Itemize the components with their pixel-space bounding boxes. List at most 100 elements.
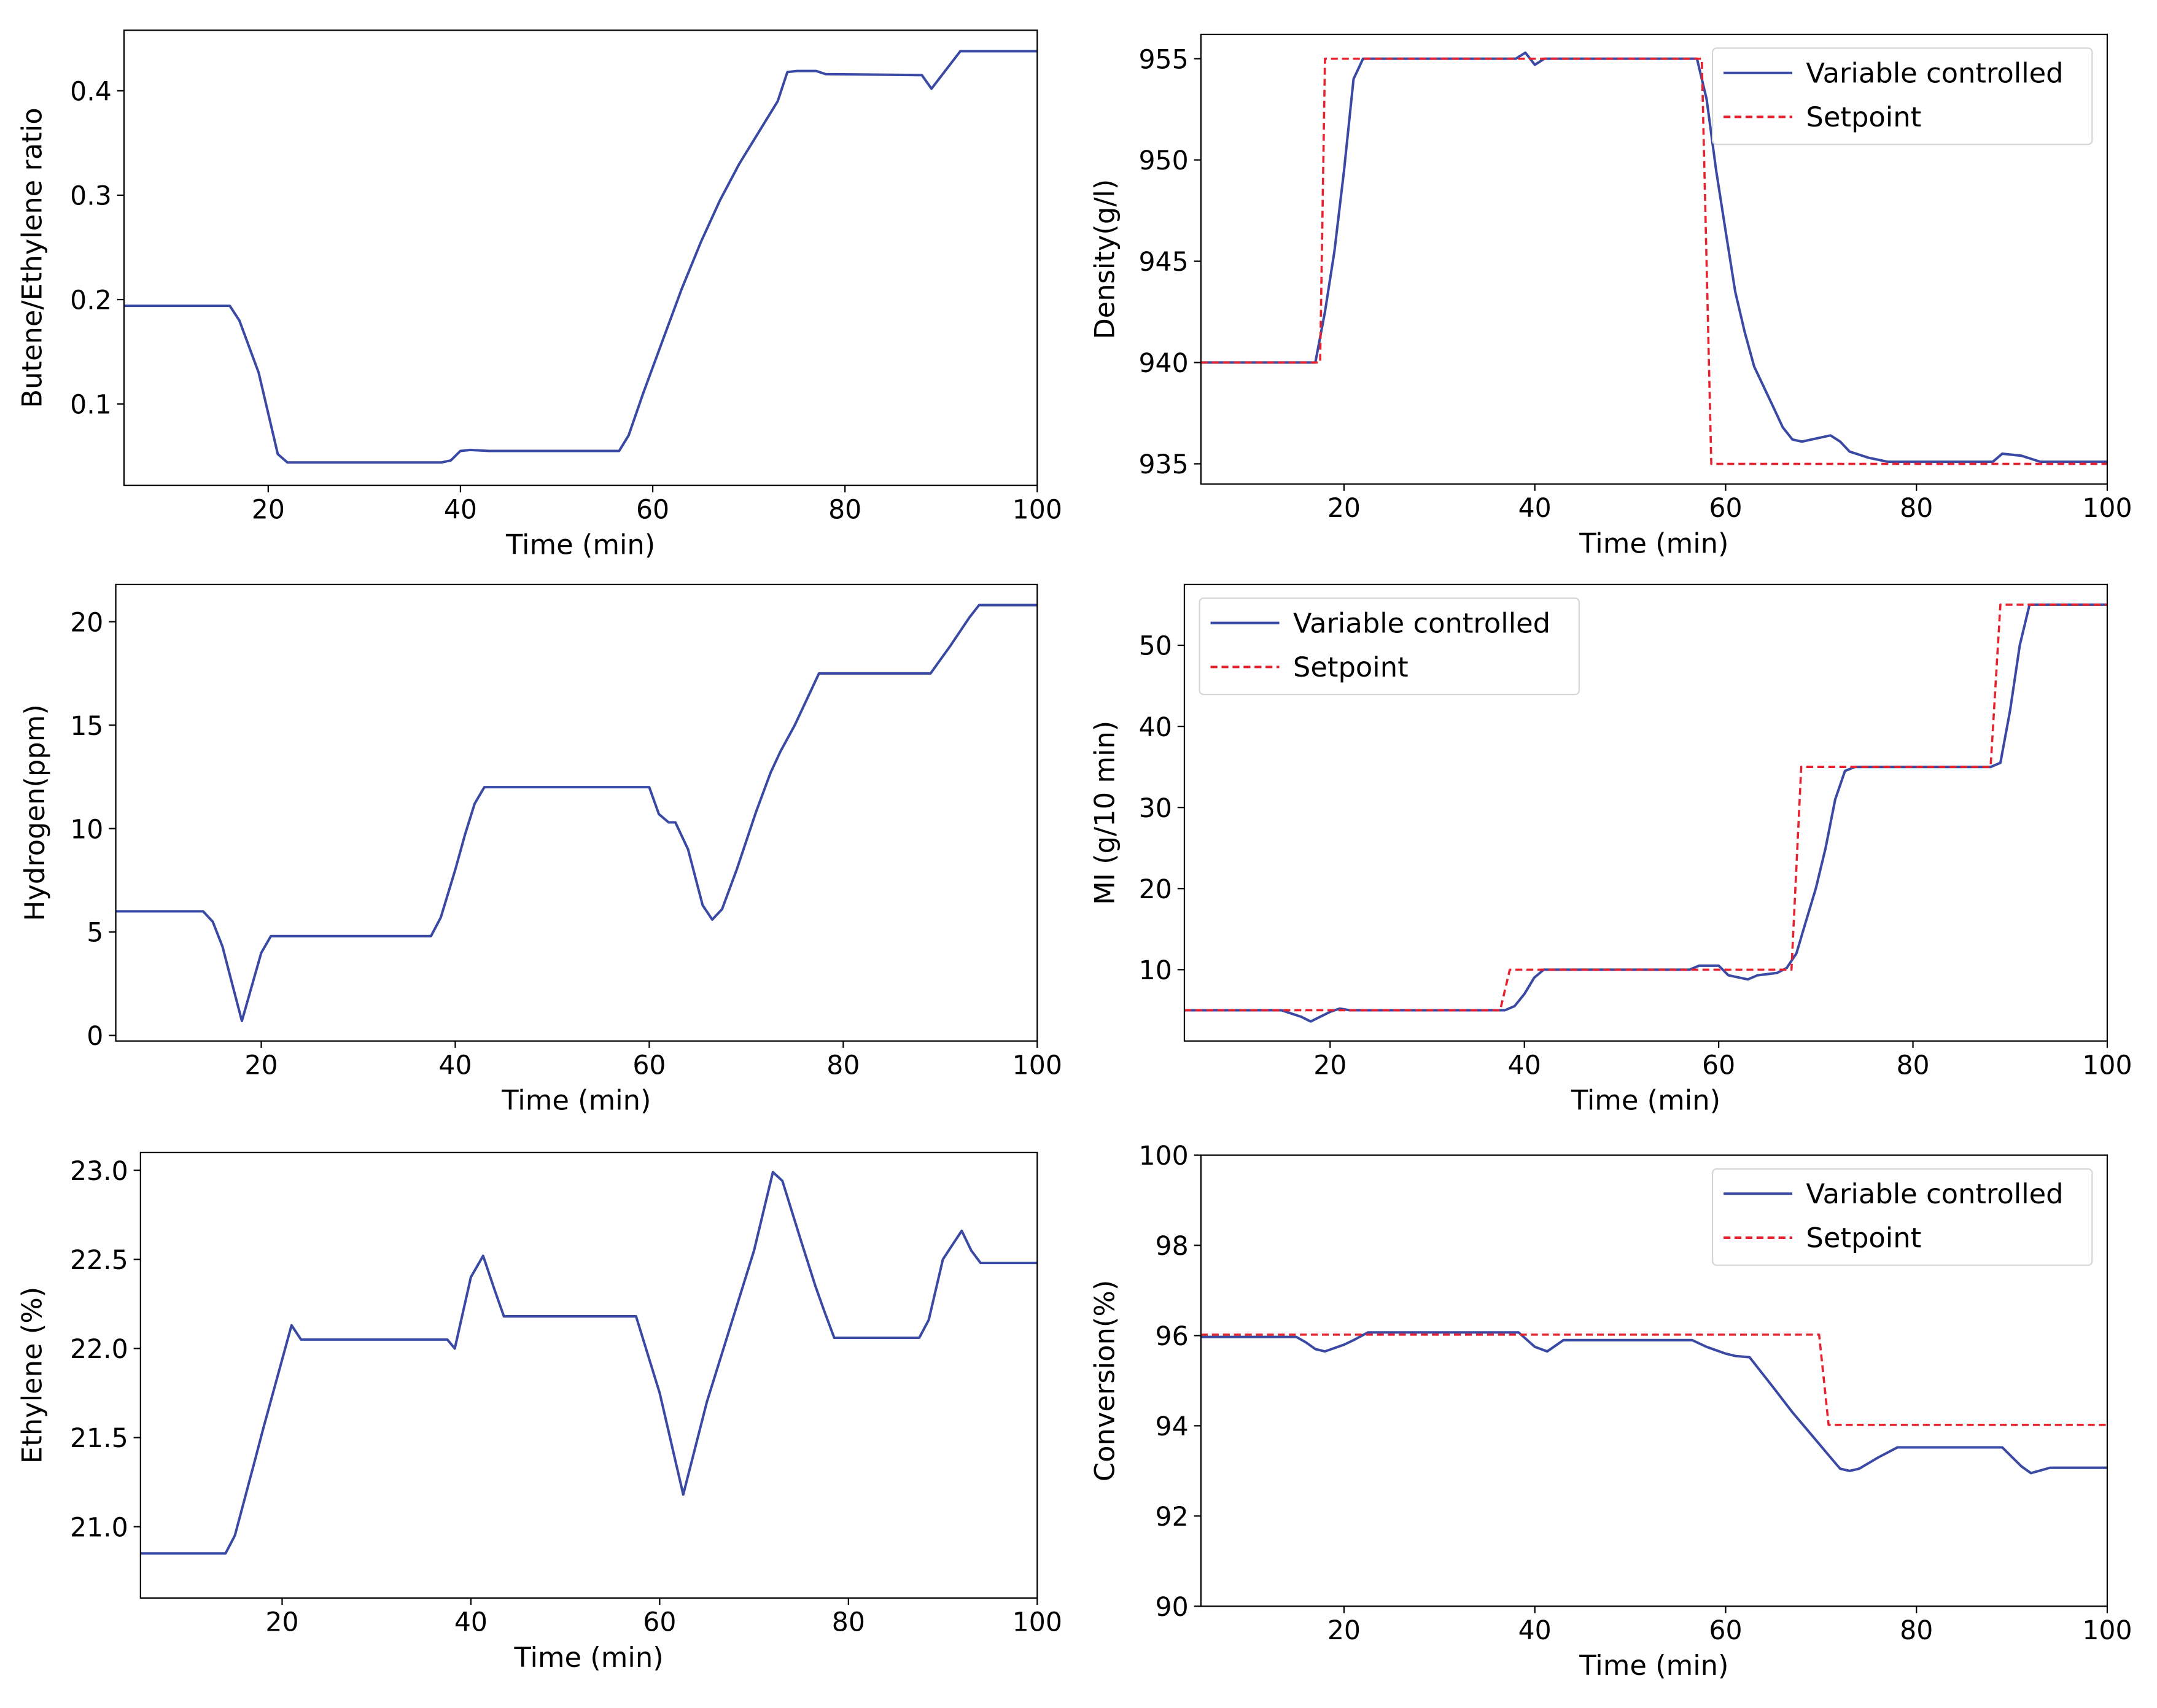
x-tick-label: 20 [252, 495, 285, 525]
x-tick-label: 60 [632, 1050, 666, 1081]
x-tick-label: 80 [1900, 1616, 1933, 1646]
variable-line [115, 604, 1038, 1022]
y-tick-label: 21.5 [70, 1424, 128, 1454]
y-tick-label: 20 [70, 608, 103, 638]
x-tick-label: 40 [1518, 1616, 1552, 1646]
y-tick-label: 955 [1138, 45, 1188, 75]
y-tick-label: 5 [87, 918, 103, 949]
y-tick-label: 950 [1138, 146, 1188, 176]
x-tick-label: 20 [1327, 494, 1361, 524]
setpoint-line [1184, 604, 2107, 1012]
y-tick-label: 21.0 [70, 1513, 128, 1543]
variable-line [140, 1171, 1038, 1555]
x-tick-label: 80 [828, 495, 861, 525]
x-tick-label: 40 [454, 1608, 488, 1638]
x-tick-label: 60 [1702, 1050, 1735, 1081]
y-tick-label: 15 [70, 712, 103, 742]
y-tick-label: 92 [1156, 1502, 1189, 1532]
chart-panel-1: 20 40 60 80 100 0.1 0.2 0.3 0.4 Time (min) Butene/… [16, 29, 1062, 561]
chart-panel-6: 20 40 60 80 100 90 92 94 96 98 100 Time (min) Conver… [1089, 1141, 2132, 1682]
legend-label: Variable controlled [1806, 56, 2063, 89]
variable-line [1200, 1331, 2107, 1475]
x-tick-label: 100 [2082, 1050, 2132, 1081]
legend-label: Variable controlled [1806, 1178, 2063, 1210]
axes-frame [1183, 583, 2108, 1042]
axes-frame [115, 583, 1038, 1042]
y-tick-label: 96 [1156, 1322, 1189, 1352]
y-axis-label: MI (g/10 min) [1089, 721, 1121, 905]
legend-label: Setpoint [1806, 101, 1921, 133]
y-tick-label: 10 [1139, 956, 1172, 986]
setpoint-line [1200, 57, 2107, 465]
variable-line [1200, 51, 2107, 464]
y-tick-label: 10 [70, 815, 103, 845]
x-axis-label: Time (min) [1571, 1084, 1720, 1117]
y-tick-label: 94 [1156, 1412, 1189, 1442]
legend: Variable controlled Setpoint [1199, 597, 1580, 696]
x-tick-label: 40 [438, 1050, 472, 1081]
y-axis-label: Ethylene (%) [16, 1287, 49, 1464]
y-tick-label: 30 [1139, 794, 1172, 824]
variable-line [123, 50, 1038, 464]
x-tick-label: 100 [1012, 1050, 1062, 1081]
legend-label: Setpoint [1806, 1222, 1921, 1254]
legend-label: Variable controlled [1293, 607, 1550, 639]
y-tick-label: 935 [1138, 450, 1188, 480]
axes-frame [139, 1151, 1038, 1599]
y-tick-label: 20 [1139, 875, 1172, 905]
x-tick-label: 40 [1508, 1050, 1541, 1081]
axes-frame [1200, 33, 2108, 485]
y-tick-label: 22.0 [70, 1335, 128, 1365]
y-tick-label: 98 [1156, 1232, 1189, 1262]
y-axis-label: Butene/Ethylene ratio [16, 107, 49, 408]
y-axis-label: Density(g/l) [1089, 179, 1121, 340]
x-axis-label: Time (min) [1579, 527, 1728, 559]
x-axis-label: Time (min) [513, 1641, 663, 1674]
y-tick-label: 100 [1138, 1141, 1188, 1171]
y-tick-label: 0.4 [70, 77, 112, 107]
y-tick-label: 40 [1139, 713, 1172, 743]
x-tick-label: 20 [1313, 1050, 1347, 1081]
y-axis-label: Hydrogen(ppm) [18, 704, 51, 921]
x-tick-label: 100 [2082, 1616, 2132, 1646]
y-tick-label: 0.3 [70, 182, 112, 212]
x-axis-label: Time (min) [505, 529, 655, 561]
x-tick-label: 60 [1709, 1616, 1742, 1646]
y-tick-label: 0 [87, 1022, 103, 1052]
x-tick-label: 40 [444, 495, 477, 525]
chart-panel-3: 20 40 60 80 100 0 5 10 15 20 Time (min) Hydrogen(pp… [18, 583, 1062, 1117]
x-tick-label: 20 [1327, 1616, 1361, 1646]
x-axis-label: Time (min) [1579, 1649, 1728, 1682]
y-axis-label: Conversion(%) [1089, 1280, 1121, 1482]
x-tick-label: 40 [1518, 494, 1552, 524]
y-tick-label: 945 [1138, 247, 1188, 278]
x-tick-label: 20 [265, 1608, 298, 1638]
x-tick-label: 100 [1012, 495, 1062, 525]
x-tick-label: 80 [1896, 1050, 1929, 1081]
x-axis-label: Time (min) [501, 1084, 651, 1117]
y-tick-label: 22.5 [70, 1246, 128, 1276]
legend-box [1711, 1168, 2093, 1266]
y-tick-label: 90 [1156, 1593, 1189, 1623]
x-tick-label: 60 [1709, 494, 1742, 524]
axes-frame [1200, 1154, 2108, 1607]
chart-panel-4: 20 40 60 80 100 10 20 30 40 50 Time (min) MI (g/10 … [1089, 583, 2132, 1117]
y-tick-label: 0.1 [70, 390, 112, 421]
x-tick-label: 80 [832, 1608, 865, 1638]
legend-box [1199, 597, 1580, 696]
x-tick-label: 100 [2082, 494, 2132, 524]
x-tick-label: 80 [1900, 494, 1933, 524]
legend: Variable controlled Setpoint [1711, 1168, 2093, 1266]
y-tick-label: 23.0 [70, 1157, 128, 1187]
x-tick-label: 60 [643, 1608, 676, 1638]
x-tick-label: 60 [636, 495, 669, 525]
legend-box [1711, 47, 2093, 146]
x-tick-label: 20 [244, 1050, 278, 1081]
axes-frame [123, 29, 1038, 486]
setpoint-line [1200, 1333, 2107, 1426]
y-tick-label: 50 [1139, 632, 1172, 662]
y-tick-label: 0.2 [70, 286, 112, 316]
legend-label: Setpoint [1293, 651, 1409, 683]
chart-panel-2: 20 40 60 80 100 935 940 945 950 955 Time (min) Dens… [1089, 33, 2132, 559]
